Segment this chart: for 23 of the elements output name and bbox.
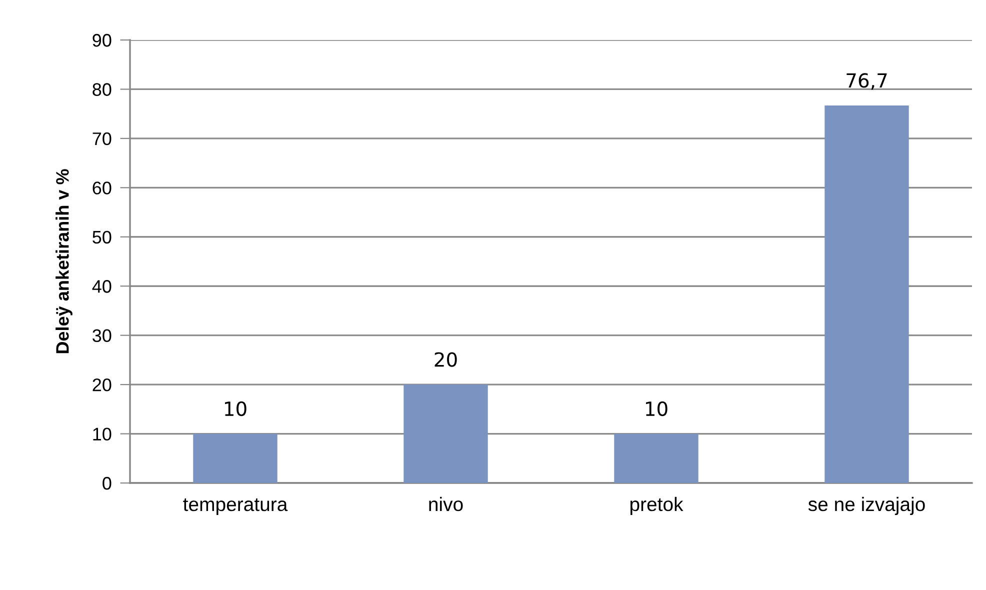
y-tick-label: 10 (93, 428, 112, 440)
data-label: 76,7 (846, 73, 887, 90)
bar (824, 105, 909, 483)
bar (193, 434, 278, 483)
bar (404, 384, 488, 483)
y-tick-label: 0 (102, 476, 112, 490)
data-label: 10 (225, 401, 246, 416)
y-tick-label: 60 (92, 182, 112, 194)
x-tick-label: temperatura (183, 498, 288, 516)
x-tick-label: se ne izvajajo (808, 496, 925, 516)
x-tick-label: nivo (429, 496, 463, 512)
bar (614, 434, 698, 483)
x-tick-label: pretok (630, 496, 684, 516)
data-label: 20 (434, 352, 457, 367)
data-label: 10 (646, 401, 668, 416)
y-tick-label: 80 (92, 83, 112, 96)
y-tick-label: 90 (92, 34, 112, 47)
y-tick-label: 30 (92, 329, 112, 342)
y-tick-label: 50 (92, 230, 112, 244)
y-axis-title: Deleÿ anketiranih v % (56, 169, 72, 354)
y-tick-label: 20 (92, 378, 112, 392)
y-tick-label: 70 (92, 132, 112, 146)
y-tick-label: 40 (92, 280, 112, 293)
